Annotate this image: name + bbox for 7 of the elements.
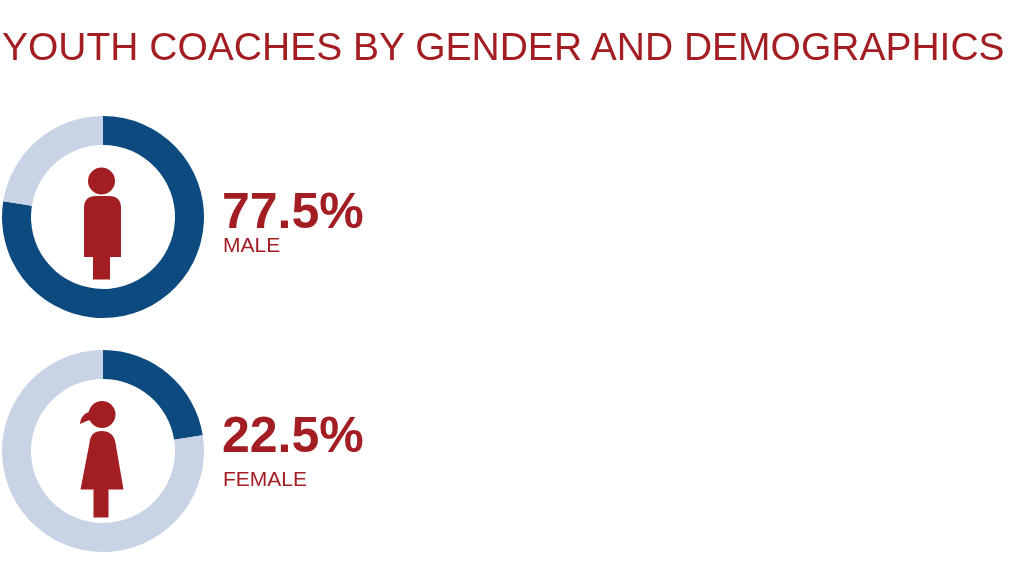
donut-slice	[103, 350, 203, 440]
slice-label: FEMALE	[223, 467, 308, 490]
donut-slice	[3, 116, 103, 206]
donut-slice	[2, 350, 204, 552]
data-label: 22.5%	[222, 406, 364, 463]
text: YOUTH COACHES BY GENDER AND DEMOGRAPHICS	[2, 25, 1005, 68]
donut-slice	[2, 116, 204, 318]
